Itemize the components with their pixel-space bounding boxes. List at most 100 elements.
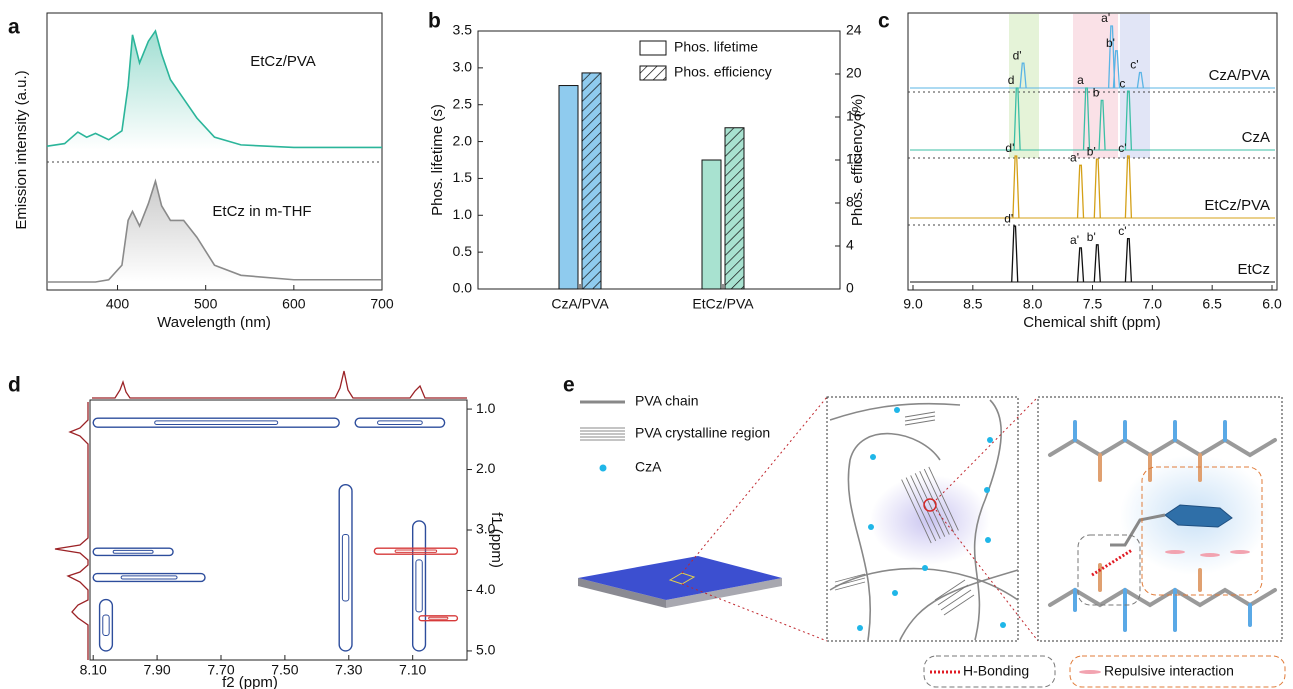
peak-label: b [1093,86,1100,100]
axes-frame [46,12,383,291]
x-tick-label: 8.5 [963,296,983,312]
contour [92,572,206,583]
legend-crystal [580,427,625,441]
x-axis-label: f2 (ppm) [222,674,278,689]
x-tick-label: 7.90 [143,662,170,678]
panel-label: b [428,10,441,33]
contour-inner [341,534,350,602]
cza-dots [857,407,1006,631]
bar [581,72,602,290]
legend-label: PVA chain [635,393,699,409]
peak-label: c [1119,76,1125,90]
y-tick-label: 0.0 [453,280,473,296]
peak-label: d' [1004,211,1013,225]
y2-tick-label: 12 [846,151,862,167]
contour [411,520,427,652]
legend-label: Phos. lifetime [674,39,758,55]
zoom-box [1037,396,1283,642]
y-tick-label: 5.0 [476,642,496,658]
peak-label: a' [1101,11,1110,25]
highlight-band [1009,14,1039,158]
hbond-box [1077,534,1141,606]
highlight-band [1120,14,1150,158]
contour [354,417,446,428]
pva-backbone [1048,437,1277,608]
contour-inner [120,575,178,580]
x-tick-label: 7.50 [271,662,298,678]
peak-label: c' [1118,141,1126,155]
y-tick-label: 3.0 [453,59,473,75]
cza-linker [1110,513,1166,547]
zoom-line [681,583,828,642]
peak-label: a' [1070,233,1079,247]
peak [1012,155,1020,219]
peak-label: d' [1013,48,1022,62]
x-tick-label: 6.0 [1262,296,1282,312]
x-axis-label: Wavelength (nm) [157,314,271,331]
peak [1013,87,1021,151]
hydrogen-atoms [1073,420,1252,632]
contour [373,547,459,555]
peak [1082,87,1091,151]
legend-cza [599,464,607,472]
x-axis-label: Chemical shift (ppm) [1023,314,1161,331]
projection-f1 [54,402,89,660]
repulsion-marks [1165,550,1250,557]
panel-label: c [878,10,890,33]
peak [1076,247,1085,283]
x-tick-label: 7.30 [335,662,362,678]
panel-label: e [563,374,575,397]
y-axis-label: Emission intensity (a.u.) [13,70,30,229]
series-label: EtCz/PVA [250,53,316,70]
x-tick-label: 8.10 [80,662,107,678]
y2-tick-label: 20 [846,65,862,81]
x-tick-label: 7.70 [207,662,234,678]
x-tick-label: 400 [106,296,130,312]
peak-label: b' [1087,230,1096,244]
y2-tick-label: 0 [846,280,854,296]
line [46,29,382,149]
series-label: EtCz [1237,261,1270,278]
contour-inner [394,549,438,553]
peak [1124,237,1133,283]
legend-swatch [639,65,667,81]
y-tick-label: 1.5 [453,169,473,185]
glow [870,475,990,565]
projection-f2 [92,370,467,399]
contour [92,417,340,428]
x-tick-label: 500 [194,296,218,312]
y-tick-label: 2.5 [453,95,473,111]
contour [338,483,353,652]
panel-label: d [8,374,21,397]
series-label: CzA/PVA [1209,67,1270,84]
y-tick-label: 3.0 [476,521,496,537]
legend-label: CzA [635,459,662,475]
bar [701,159,722,290]
contour-inner [377,420,423,425]
contour [98,598,114,652]
y2-tick-label: 4 [846,237,854,253]
x-tick-label: EtCz/PVA [692,296,754,312]
peak-label: d [1008,73,1015,87]
legend-label: Phos. efficiency [674,64,772,80]
y2-tick-label: 16 [846,108,862,124]
peak [1093,158,1101,219]
x-tick-label: 7.0 [1143,296,1163,312]
peak-label: a' [1070,150,1079,164]
y2-tick-label: 24 [846,22,862,38]
y-tick-label: 1.0 [453,206,473,222]
legend-label: PVA crystalline region [635,425,770,441]
key-repulsion [1079,670,1101,674]
series-label: CzA [1242,129,1270,146]
y-tick-label: 3.5 [453,22,473,38]
peak [1098,99,1106,151]
peak [1076,164,1085,219]
contour-inner [112,549,154,554]
focus-circle [923,498,937,512]
slab-side [578,578,666,608]
axes-frame [89,399,468,661]
area [47,30,382,150]
x-tick-label: 8.0 [1023,296,1043,312]
key-label: Repulsive interaction [1104,663,1234,679]
peak [1019,62,1027,89]
